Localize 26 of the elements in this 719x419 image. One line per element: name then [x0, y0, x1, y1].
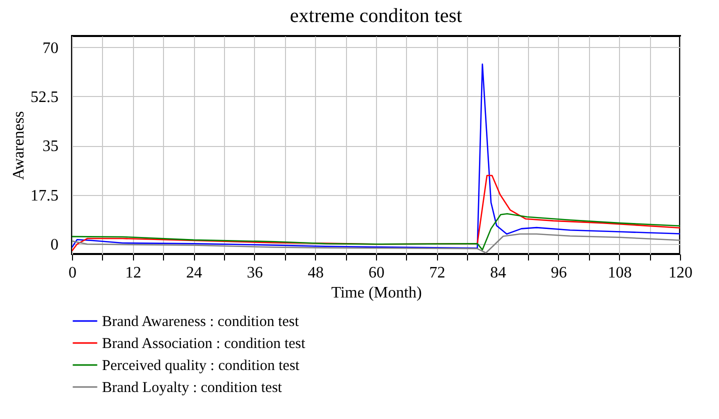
y-tick-label: 0 [50, 236, 58, 254]
y-axis-title: Awareness [10, 111, 28, 180]
x-tick-label: 72 [429, 264, 446, 282]
x-tick-label: 36 [246, 264, 263, 282]
line-series [72, 63, 680, 249]
x-tick-label: 96 [550, 264, 567, 282]
legend-label: Perceived quality : condition test [102, 358, 300, 374]
x-tick-label: 60 [368, 264, 384, 282]
x-tick-label: 108 [608, 264, 632, 282]
legend-label: Brand Awareness : condition test [102, 314, 300, 330]
y-tick-label: 52.5 [30, 88, 58, 106]
x-tick-label: 0 [68, 264, 76, 282]
y-tick-label: 35 [42, 138, 58, 156]
line-series [72, 213, 680, 250]
legend-label: Brand Loyalty : condition test [102, 380, 283, 396]
x-tick-label: 24 [186, 264, 202, 282]
x-tick-label: 12 [125, 264, 142, 282]
x-tick-label: 48 [308, 264, 324, 282]
chart-title: extreme conditon test [290, 5, 463, 27]
legend-label: Brand Association : condition test [102, 336, 306, 352]
line-series [72, 233, 680, 254]
y-tick-label: 70 [42, 40, 58, 57]
y-tick-label: 17.5 [30, 187, 58, 204]
x-axis-title: Time (Month) [331, 284, 422, 302]
x-tick-label: 84 [490, 264, 506, 282]
x-tick-label: 120 [668, 264, 692, 282]
